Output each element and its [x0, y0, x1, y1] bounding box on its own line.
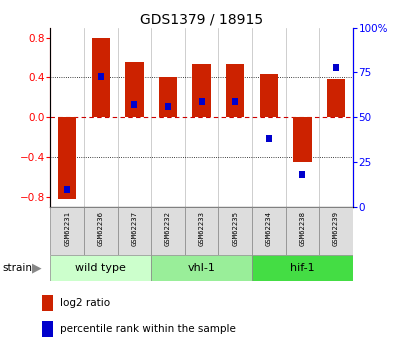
Text: GSM62235: GSM62235	[232, 211, 238, 246]
Bar	[199, 98, 205, 105]
Bar	[260, 75, 278, 117]
Bar	[151, 255, 252, 281]
Title: GDS1379 / 18915: GDS1379 / 18915	[140, 12, 263, 27]
Bar	[299, 171, 305, 178]
Bar	[192, 65, 211, 117]
Text: wild type: wild type	[75, 263, 126, 273]
Bar	[92, 38, 110, 117]
Bar	[84, 207, 118, 255]
Text: hif-1: hif-1	[290, 263, 315, 273]
Bar	[185, 207, 218, 255]
Bar	[98, 72, 104, 80]
Bar	[159, 77, 177, 117]
Text: GSM62239: GSM62239	[333, 211, 339, 246]
Bar	[42, 295, 53, 311]
Bar	[333, 63, 339, 71]
Bar	[64, 186, 70, 193]
Bar	[226, 65, 244, 117]
Bar	[131, 101, 137, 108]
Bar	[125, 62, 144, 117]
Text: ▶: ▶	[32, 262, 41, 275]
Bar	[50, 207, 84, 255]
Bar	[252, 255, 353, 281]
Bar	[165, 103, 171, 110]
Text: GSM62237: GSM62237	[131, 211, 137, 246]
Bar	[232, 98, 238, 105]
Bar	[252, 207, 286, 255]
Bar	[118, 207, 151, 255]
Bar	[58, 117, 76, 199]
Text: GSM62234: GSM62234	[266, 211, 272, 246]
Text: GSM62236: GSM62236	[98, 211, 104, 246]
Bar	[42, 321, 53, 337]
Bar	[293, 117, 312, 162]
Text: GSM62238: GSM62238	[299, 211, 305, 246]
Text: GSM62231: GSM62231	[64, 211, 70, 246]
Text: GSM62232: GSM62232	[165, 211, 171, 246]
Bar	[327, 79, 345, 117]
Bar	[50, 255, 151, 281]
Text: strain: strain	[2, 263, 32, 273]
Text: GSM62233: GSM62233	[199, 211, 205, 246]
Bar	[319, 207, 353, 255]
Text: vhl-1: vhl-1	[188, 263, 215, 273]
Text: percentile rank within the sample: percentile rank within the sample	[60, 325, 236, 335]
Bar	[286, 207, 319, 255]
Bar	[218, 207, 252, 255]
Bar	[151, 207, 185, 255]
Text: log2 ratio: log2 ratio	[60, 298, 110, 308]
Bar	[266, 135, 272, 142]
